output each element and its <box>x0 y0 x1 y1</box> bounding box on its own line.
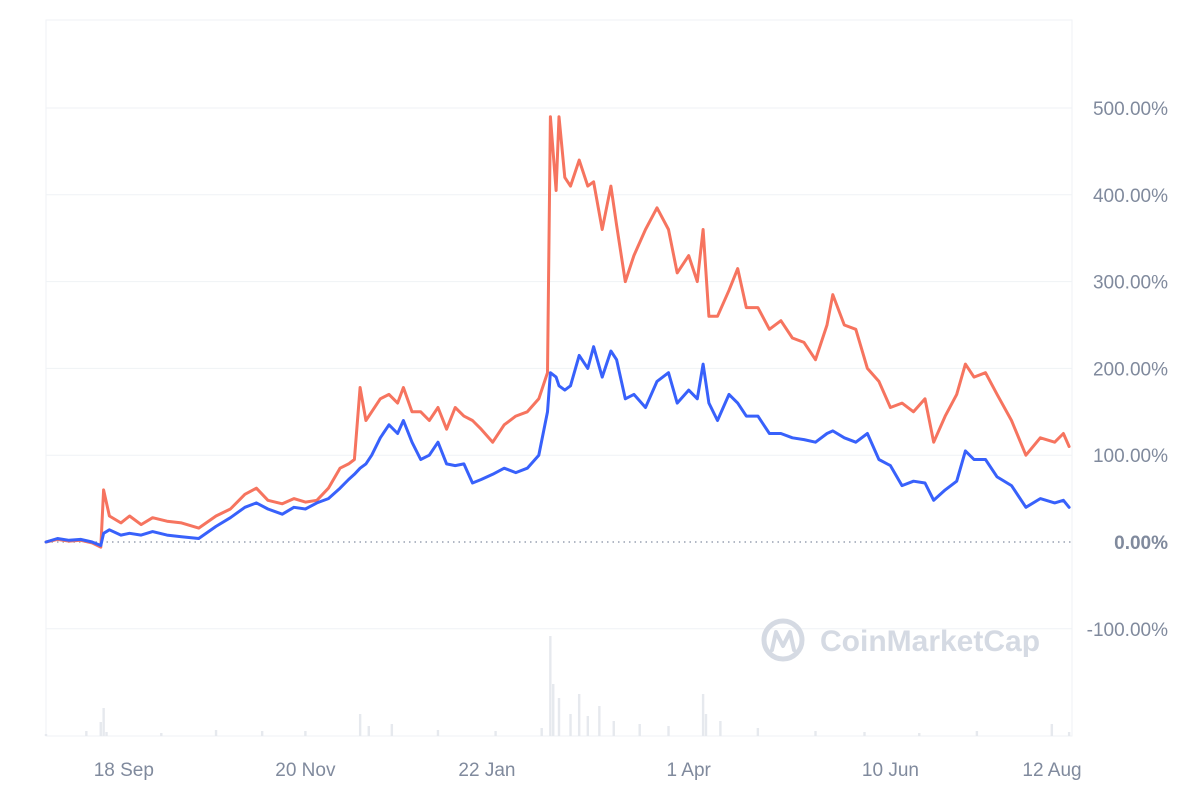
x-tick-label: 18 Sep <box>94 760 154 781</box>
x-axis-labels: 18 Sep 20 Nov 22 Jan 1 Apr 10 Jun 12 Aug <box>94 760 1082 781</box>
y-tick-label: 100.00% <box>1093 446 1168 467</box>
volume-bar <box>719 721 722 736</box>
volume-bar <box>214 730 218 736</box>
volume-bar <box>304 731 307 736</box>
volume-bar <box>814 731 817 736</box>
watermark: CoinMarketCap <box>761 618 1040 662</box>
volume-bar <box>667 726 670 736</box>
y-tick-label: -100.00% <box>1087 620 1168 641</box>
volume-bar <box>577 694 581 736</box>
y-tick-label: 0.00% <box>1114 533 1168 554</box>
volume-bar <box>436 730 440 736</box>
volume-bar <box>540 728 543 736</box>
volume-bar <box>975 731 979 736</box>
y-tick-label: 400.00% <box>1093 186 1168 207</box>
volume-bar <box>569 714 572 736</box>
volume-bar <box>367 726 370 736</box>
volume-bar <box>358 714 362 736</box>
volume-bar <box>102 708 105 736</box>
y-tick-label: 200.00% <box>1093 359 1168 380</box>
volume-bar <box>44 734 48 736</box>
volume-bar <box>704 714 708 736</box>
watermark-text: CoinMarketCap <box>820 625 1040 658</box>
series-lines <box>44 115 1071 549</box>
coinmarketcap-logo-icon <box>761 618 805 662</box>
x-tick-label: 1 Apr <box>667 760 712 781</box>
volume-bars <box>44 636 1071 736</box>
y-tick-label: 500.00% <box>1093 99 1168 120</box>
volume-bar <box>549 636 552 736</box>
volume-bar <box>918 733 921 736</box>
volume-bar <box>390 724 394 736</box>
volume-bar <box>638 724 641 736</box>
volume-bar <box>612 721 615 736</box>
volume-bar <box>494 731 497 736</box>
coinmarketcap-logo-mark <box>770 630 796 652</box>
volume-bar <box>701 694 705 736</box>
grid-lines <box>46 107 1072 630</box>
series-line-blue <box>44 345 1071 547</box>
volume-bar <box>598 706 601 736</box>
volume-bar <box>552 684 555 736</box>
volume-bar <box>160 733 163 736</box>
volume-bar <box>85 731 88 736</box>
y-tick-label: 300.00% <box>1093 273 1168 294</box>
volume-bar <box>863 732 866 736</box>
volume-bar <box>1067 732 1071 736</box>
volume-bar <box>586 716 590 736</box>
volume-bar <box>1050 724 1054 736</box>
volume-bar <box>105 732 108 736</box>
x-tick-label: 20 Nov <box>275 760 336 781</box>
x-tick-label: 10 Jun <box>862 760 919 781</box>
y-axis-labels: -100.00% 0.00% 100.00% 200.00% 300.00% 400.00… <box>1087 99 1168 641</box>
volume-bar <box>99 722 102 736</box>
x-tick-label: 12 Aug <box>1022 760 1081 781</box>
series-line-orange <box>44 115 1071 549</box>
volume-bar <box>557 698 561 736</box>
volume-bar <box>756 728 760 736</box>
volume-bar <box>260 731 264 736</box>
x-tick-label: 22 Jan <box>458 760 515 781</box>
